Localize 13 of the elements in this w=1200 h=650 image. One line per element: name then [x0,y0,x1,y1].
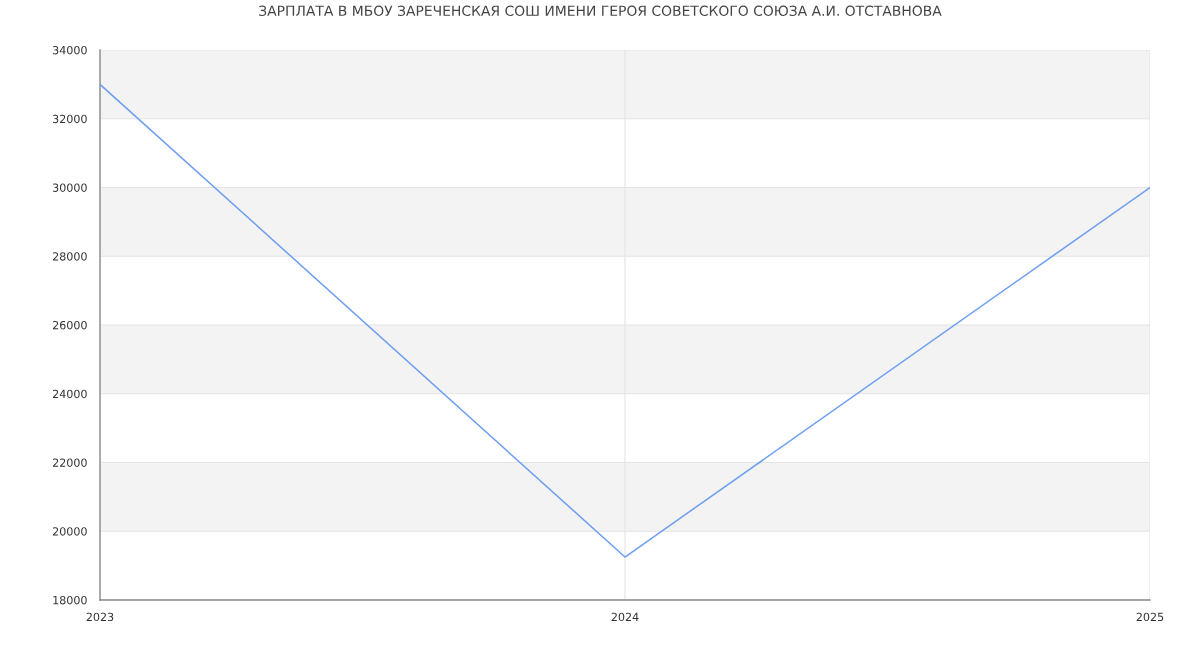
y-tick-label: 32000 [53,114,87,124]
x-tick-label: 2025 [1136,612,1164,622]
x-tick-label: 2023 [86,612,114,622]
chart-title: ЗАРПЛАТА В МБОУ ЗАРЕЧЕНСКАЯ СОШ ИМЕНИ ГЕРОЯ СОВЕТСКОГО СОЮЗА А.И. ОТСТАВНОВА [259,5,942,17]
y-tick-label: 34000 [53,45,87,55]
y-tick-label: 28000 [52,252,87,261]
y-tick-label: 18000 [53,595,87,605]
y-tick-label: 30000 [53,183,87,192]
y-tick-label: 22000 [52,458,87,467]
y-tick-label: 24000 [52,389,87,399]
y-tick-label: 26000 [52,320,87,330]
y-tick-label: 20000 [52,527,87,536]
x-tick-label: 2024 [611,612,639,622]
